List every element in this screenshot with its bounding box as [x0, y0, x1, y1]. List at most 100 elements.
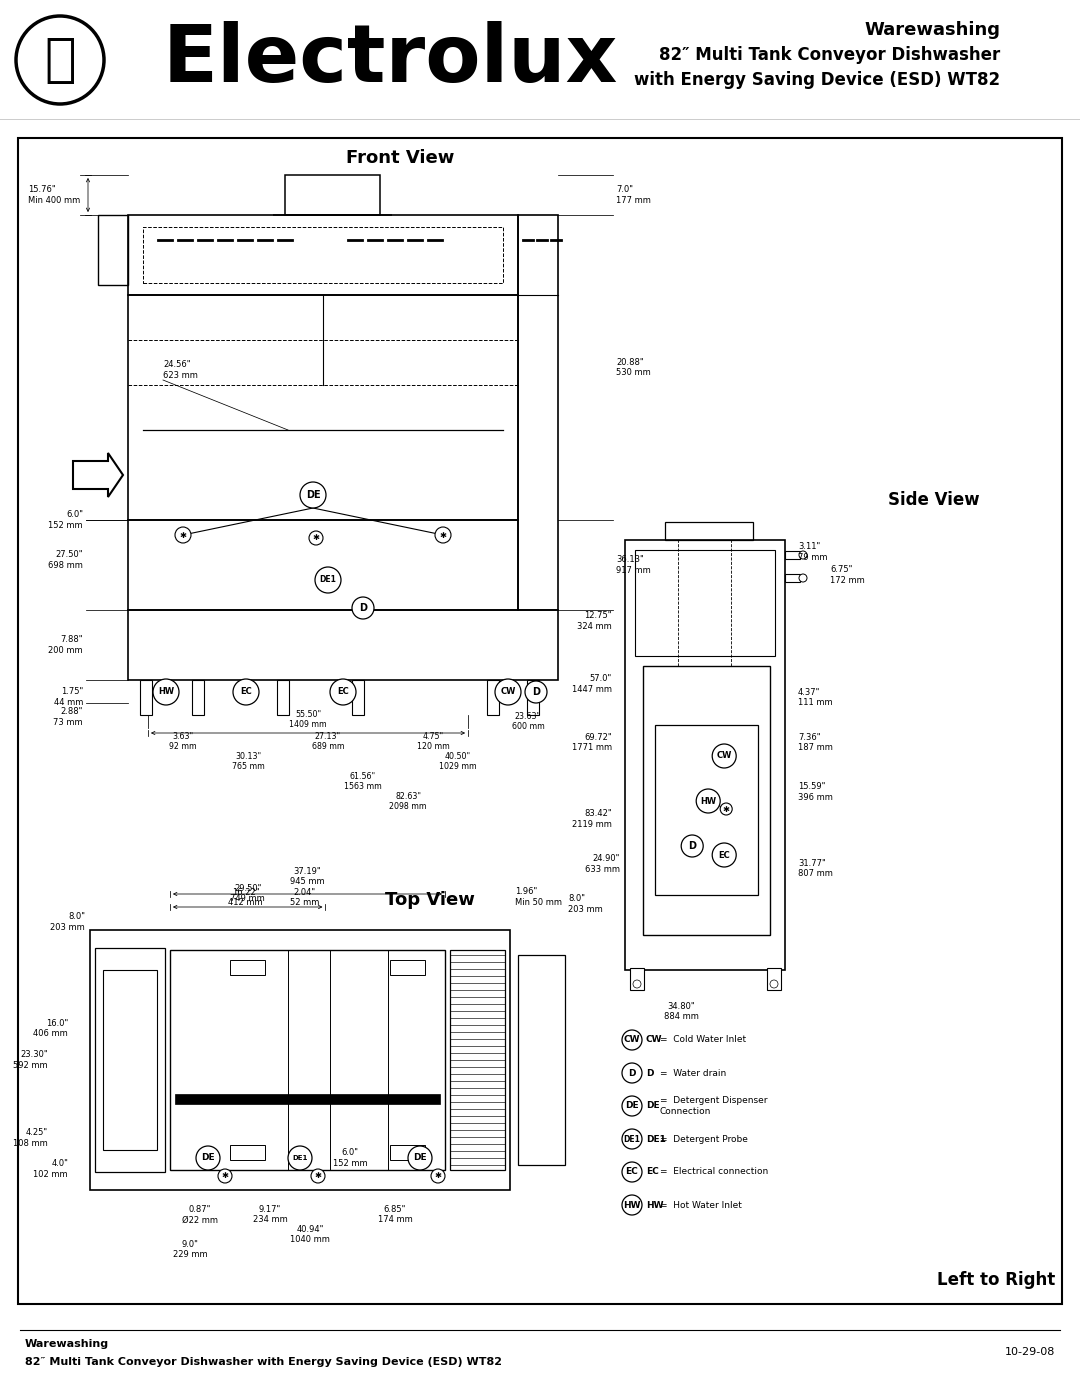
Text: 1.96"
Min 50 mm: 1.96" Min 50 mm — [515, 887, 562, 907]
Text: D: D — [629, 1069, 636, 1077]
Bar — [785, 574, 800, 583]
Circle shape — [16, 15, 104, 103]
Text: 4.37"
111 mm: 4.37" 111 mm — [798, 687, 833, 707]
Circle shape — [315, 567, 341, 592]
Polygon shape — [73, 453, 123, 497]
Text: 3.63"
92 mm: 3.63" 92 mm — [170, 732, 197, 752]
Text: 31.77"
807 mm: 31.77" 807 mm — [798, 859, 833, 879]
Text: 6.0"
152 mm: 6.0" 152 mm — [49, 510, 83, 529]
Bar — [635, 550, 775, 657]
Bar — [390, 960, 426, 975]
Text: HW: HW — [623, 1200, 640, 1210]
Text: 24.56"
623 mm: 24.56" 623 mm — [163, 360, 198, 380]
Text: CW: CW — [500, 687, 515, 697]
Text: 23.30"
592 mm: 23.30" 592 mm — [13, 1051, 48, 1070]
Text: ✱: ✱ — [723, 805, 730, 813]
Circle shape — [408, 1146, 432, 1171]
Text: ⓔ: ⓔ — [44, 34, 76, 87]
Circle shape — [233, 679, 259, 705]
Text: Electrolux: Electrolux — [162, 21, 618, 99]
Circle shape — [681, 835, 703, 856]
Bar — [192, 680, 204, 715]
Text: 37.19"
945 mm: 37.19" 945 mm — [291, 866, 325, 886]
Text: 40.50"
1029 mm: 40.50" 1029 mm — [440, 752, 476, 771]
Circle shape — [525, 680, 546, 703]
Text: 34.80"
884 mm: 34.80" 884 mm — [663, 1002, 699, 1021]
Text: 40.94"
1040 mm: 40.94" 1040 mm — [291, 1225, 329, 1245]
Text: Warewashing: Warewashing — [864, 21, 1000, 39]
Text: =  Detergent Dispenser
Connection: = Detergent Dispenser Connection — [660, 1097, 768, 1116]
Text: DE: DE — [306, 490, 321, 500]
Text: 9.17"
234 mm: 9.17" 234 mm — [253, 1206, 287, 1224]
Bar — [230, 960, 265, 975]
Text: Front View: Front View — [346, 149, 455, 168]
Circle shape — [330, 679, 356, 705]
Text: 15.76"
Min 400 mm: 15.76" Min 400 mm — [28, 186, 80, 205]
Text: DE1: DE1 — [623, 1134, 640, 1144]
Text: 16.22"
412 mm: 16.22" 412 mm — [228, 887, 262, 907]
Bar — [129, 610, 558, 680]
Text: 27.50"
698 mm: 27.50" 698 mm — [49, 550, 83, 570]
Text: with Energy Saving Device (ESD) WT82: with Energy Saving Device (ESD) WT82 — [634, 71, 1000, 89]
Text: 82″ Multi Tank Conveyor Dishwasher with Energy Saving Device (ESD) WT82: 82″ Multi Tank Conveyor Dishwasher with … — [25, 1356, 502, 1368]
Bar — [643, 666, 770, 935]
Text: DE: DE — [201, 1154, 215, 1162]
Text: 8.0"
203 mm: 8.0" 203 mm — [51, 912, 85, 932]
Text: HW: HW — [646, 1200, 663, 1210]
Circle shape — [622, 1129, 642, 1148]
Text: 0.87"
Ø22 mm: 0.87" Ø22 mm — [183, 1206, 218, 1224]
Text: ✱: ✱ — [312, 534, 320, 542]
Bar — [654, 725, 758, 894]
Circle shape — [712, 745, 737, 768]
Text: =  Water drain: = Water drain — [660, 1069, 726, 1077]
Text: 7.0"
177 mm: 7.0" 177 mm — [616, 186, 651, 205]
Text: HW: HW — [700, 796, 716, 806]
Bar — [390, 1146, 426, 1160]
Text: Side View: Side View — [889, 490, 980, 509]
Circle shape — [622, 1030, 642, 1051]
Circle shape — [712, 842, 737, 868]
Bar — [518, 215, 558, 610]
Bar — [175, 1094, 440, 1104]
Text: 7.88"
200 mm: 7.88" 200 mm — [49, 636, 83, 655]
Text: ✱: ✱ — [179, 531, 187, 539]
Text: EC: EC — [646, 1168, 659, 1176]
Text: EC: EC — [718, 851, 730, 859]
Text: DE: DE — [625, 1101, 638, 1111]
Text: 24.90"
633 mm: 24.90" 633 mm — [585, 855, 620, 873]
Text: Warewashing: Warewashing — [25, 1338, 109, 1350]
Bar — [129, 215, 518, 295]
Text: D: D — [532, 687, 540, 697]
Text: Left to Right: Left to Right — [936, 1271, 1055, 1289]
Text: =  Hot Water Inlet: = Hot Water Inlet — [660, 1200, 742, 1210]
Text: 4.25"
108 mm: 4.25" 108 mm — [13, 1129, 48, 1148]
Text: =  Cold Water Inlet: = Cold Water Inlet — [660, 1035, 746, 1045]
Bar — [98, 215, 129, 285]
Text: CW: CW — [646, 1035, 662, 1045]
Text: 55.50"
1409 mm: 55.50" 1409 mm — [289, 710, 327, 729]
Text: D: D — [646, 1069, 653, 1077]
Circle shape — [622, 1063, 642, 1083]
Circle shape — [309, 531, 323, 545]
Text: 4.0"
102 mm: 4.0" 102 mm — [33, 1160, 68, 1179]
Bar — [767, 968, 781, 990]
Bar — [785, 550, 800, 559]
Text: 12.75"
324 mm: 12.75" 324 mm — [577, 612, 612, 630]
Circle shape — [195, 1146, 220, 1171]
Text: 23.63"
600 mm: 23.63" 600 mm — [512, 711, 544, 731]
Circle shape — [300, 482, 326, 509]
Text: DE1: DE1 — [646, 1134, 666, 1144]
Circle shape — [153, 679, 179, 705]
Text: DE: DE — [414, 1154, 427, 1162]
Circle shape — [311, 1169, 325, 1183]
Text: EC: EC — [625, 1168, 638, 1176]
Text: 15.59"
396 mm: 15.59" 396 mm — [798, 782, 833, 802]
Text: =  Electrical connection: = Electrical connection — [660, 1168, 768, 1176]
Circle shape — [352, 597, 374, 619]
Text: 6.75"
172 mm: 6.75" 172 mm — [831, 566, 865, 585]
Text: 57.0"
1447 mm: 57.0" 1447 mm — [572, 675, 612, 694]
Circle shape — [218, 1169, 232, 1183]
Text: D: D — [688, 841, 697, 851]
Text: D: D — [359, 604, 367, 613]
Text: Top View: Top View — [386, 891, 475, 909]
